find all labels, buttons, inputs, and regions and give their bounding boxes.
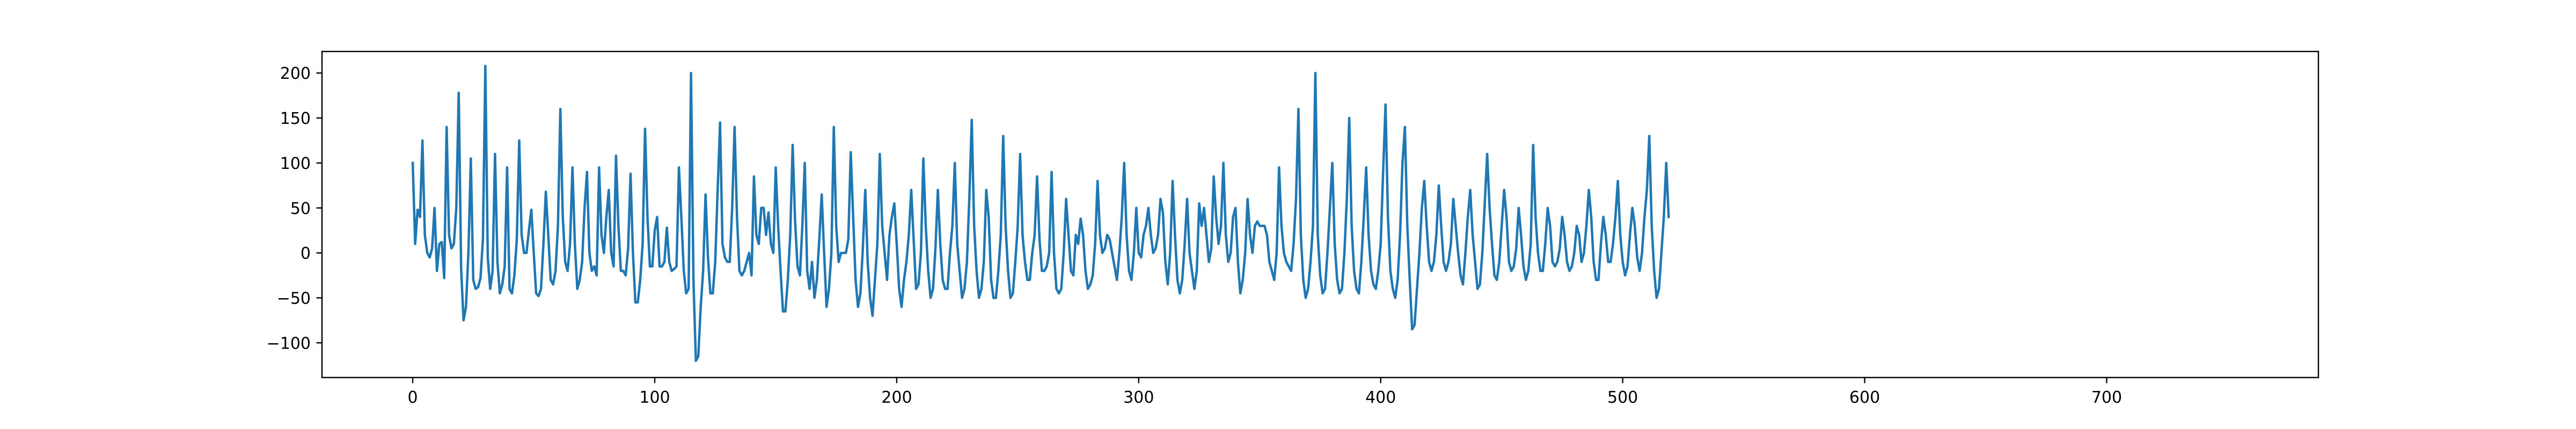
y-tick-label: 50 [290,199,311,218]
x-tick-label: 0 [408,388,418,407]
y-tick-label: 200 [280,64,311,83]
y-tick-label: −50 [277,289,311,308]
x-tick-label: 300 [1123,388,1154,407]
x-tick-label: 700 [2091,388,2122,407]
data-series-line [411,64,1670,363]
y-tick-label: 100 [280,154,311,173]
x-tick-label: 500 [1607,388,1638,407]
y-tick-label: 0 [301,245,311,263]
y-tick-label: 150 [280,109,311,128]
plot-area [411,64,1670,363]
x-tick-label: 600 [1849,388,1880,407]
x-tick-label: 100 [639,388,670,407]
axes: 0 100 200 300 400 500 600 700 −100 −50 0 50 100 150 20… [267,50,2319,407]
x-tick-label: 200 [881,388,912,407]
x-tick-label: 400 [1365,388,1396,407]
axes-frame [321,50,2319,379]
y-tick-label: −100 [267,334,311,353]
